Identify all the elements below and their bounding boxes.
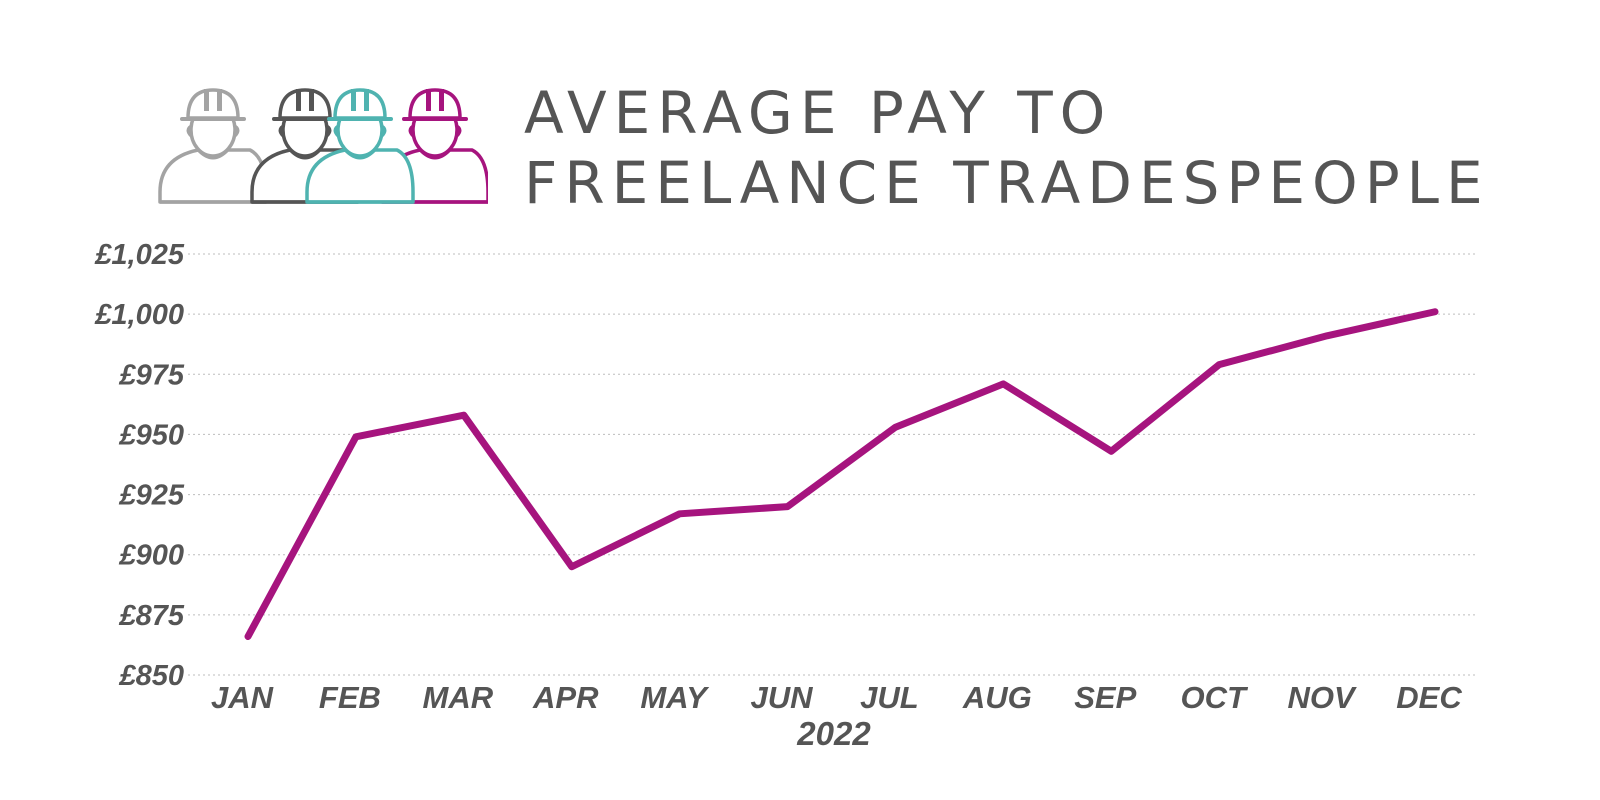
worker-icon [305, 88, 415, 204]
x-tick-label: DEC [1396, 680, 1462, 715]
data-point [568, 563, 575, 570]
x-tick-label: SEP [1074, 680, 1136, 715]
data-point [1324, 332, 1331, 339]
data-point [1432, 308, 1438, 315]
y-tick-label: £875 [118, 600, 184, 632]
x-tick-label: JUN [751, 680, 814, 715]
x-tick-label: AUG [962, 680, 1032, 715]
series-group [244, 308, 1439, 641]
x-tick-label: JUL [860, 680, 919, 715]
x-tick-label: NOV [1287, 680, 1357, 715]
x-tick-label: OCT [1180, 680, 1249, 715]
y-tick-label: £1,025 [94, 239, 185, 271]
data-point [460, 412, 467, 419]
data-point [1000, 380, 1007, 387]
chart-title: AVERAGE PAY TO FREELANCE TRADESPEOPLE [524, 78, 1490, 218]
data-point [1216, 361, 1223, 368]
x-tick-label: FEB [319, 680, 381, 715]
grid-lines [188, 253, 1475, 676]
y-tick-label: £900 [118, 540, 184, 572]
y-tick-label: £1,000 [94, 299, 184, 331]
y-tick-label: £850 [118, 660, 184, 692]
chart-title-line-2: FREELANCE TRADESPEOPLE [524, 149, 1490, 217]
series-line [244, 308, 1439, 641]
data-point [892, 424, 899, 431]
data-point [1108, 448, 1115, 455]
tradespeople-icons [158, 88, 488, 204]
y-tick-label: £925 [118, 480, 184, 512]
x-tick-label: APR [532, 680, 599, 715]
y-tick-label: £950 [118, 419, 184, 451]
worker-icon [158, 88, 268, 204]
x-tick-label: MAR [423, 680, 494, 715]
data-point [676, 510, 683, 517]
x-axis-label: 2022 [796, 715, 871, 752]
x-tick-label: MAY [640, 680, 710, 715]
chart-title-line-1: AVERAGE PAY TO [524, 79, 1113, 147]
y-tick-label: £975 [118, 359, 184, 391]
data-point [784, 503, 791, 510]
x-axis-ticks: JAN FEB MAR APR MAY JUN JUL AUG SEP OCT NOV DEC [211, 680, 1462, 715]
y-axis-ticks: £850 £875 £900 £925 £950 £975 £1,000 £1,025 [94, 239, 185, 692]
x-tick-label: JAN [211, 680, 274, 715]
data-point [352, 433, 359, 440]
data-point [245, 633, 251, 640]
